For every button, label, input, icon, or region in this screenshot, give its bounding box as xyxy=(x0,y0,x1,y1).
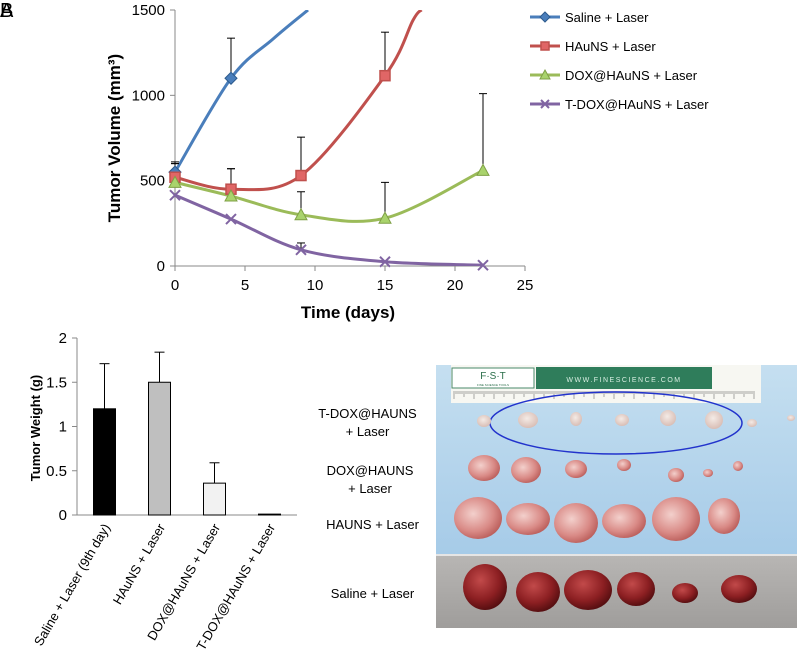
line-chart-axes xyxy=(174,10,525,267)
bar-1 xyxy=(93,408,116,516)
bar-y-tick-label: 2 xyxy=(59,330,67,347)
bar-category-label: Saline + Laser (9th day) xyxy=(31,521,113,648)
y-tick-label: 0 xyxy=(157,258,165,275)
legend-label: HAuNS + Laser xyxy=(565,39,656,54)
x-tick-label: 0 xyxy=(171,277,179,294)
panel-b-label: B xyxy=(0,0,14,22)
x-tick-label: 5 xyxy=(241,277,249,294)
legend-marker xyxy=(539,68,551,80)
legend-marker xyxy=(540,41,550,51)
tumor-weight-bar-chart: 0 0.5 1 1.5 2 Saline + Laser (9th day)HAuNS … xyxy=(28,330,297,650)
x-tick-label: 15 xyxy=(377,277,394,294)
bar-y-tick-label: 1.5 xyxy=(46,374,67,391)
svg-text:WWW.FINESCIENCE.COM: WWW.FINESCIENCE.COM xyxy=(566,377,681,384)
series-line-2 xyxy=(175,10,423,192)
photo-label-saline: Saline + Laser xyxy=(330,586,415,601)
ruler-graphic: F·S·T FINE SCIENCE TOOLS WWW.FINESCIENCE… xyxy=(451,365,761,403)
bar-2 xyxy=(148,381,171,516)
x-tick-label: 10 xyxy=(307,277,324,294)
bar-3 xyxy=(203,482,226,516)
series-point-4 xyxy=(169,189,181,201)
legend-label: DOX@HAuNS + Laser xyxy=(565,68,698,83)
panel-a-label: A xyxy=(0,0,14,22)
x-tick-label: 20 xyxy=(447,277,464,294)
series-point-3 xyxy=(224,188,238,202)
tumor-row-dox xyxy=(468,455,743,483)
y-tick-label: 1000 xyxy=(132,87,165,104)
x-tick-label: 25 xyxy=(517,277,534,294)
y-tick-label: 1500 xyxy=(132,2,165,19)
tumor-photo: F·S·T FINE SCIENCE TOOLS WWW.FINESCIENCE… xyxy=(436,365,797,628)
legend-marker xyxy=(540,99,550,109)
y-tick-label: 500 xyxy=(140,173,165,190)
series-line-3 xyxy=(175,169,484,223)
photo-label-dox: DOX@HAUNS + Laser xyxy=(326,463,414,496)
series-point-1 xyxy=(224,71,238,85)
photo-label-t-dox: T-DOX@HAUNS + Laser xyxy=(318,406,417,439)
series-point-3 xyxy=(294,207,308,221)
legend-label: T-DOX@HAuNS + Laser xyxy=(565,97,709,112)
bar-y-tick-label: 1 xyxy=(59,419,67,436)
svg-text:F·S·T: F·S·T xyxy=(480,371,506,382)
bar-y-tick-label: 0.5 xyxy=(46,463,67,480)
bar-4 xyxy=(258,513,281,516)
x-axis-title: Time (days) xyxy=(301,303,395,322)
series-point-2 xyxy=(379,69,391,82)
tumor-row-hauns xyxy=(454,497,740,543)
series-point-3 xyxy=(168,175,182,188)
series-point-4 xyxy=(477,259,489,271)
svg-text:FINE SCIENCE TOOLS: FINE SCIENCE TOOLS xyxy=(477,383,509,387)
series-point-4 xyxy=(225,213,237,225)
series-line-1 xyxy=(175,10,309,173)
series-point-2 xyxy=(295,169,307,182)
series-point-3 xyxy=(476,163,490,176)
series-point-4 xyxy=(295,244,307,256)
legend-label: Saline + Laser xyxy=(565,10,649,25)
series-point-4 xyxy=(379,256,391,268)
legend-marker xyxy=(539,11,551,23)
y-axis-title: Tumor Volume (mm³) xyxy=(105,54,124,222)
series-point-3 xyxy=(378,211,392,224)
tumor-row-t-dox xyxy=(477,410,795,429)
line-chart-legend: Saline + Laser HAuNS + Laser DOX@HAuNS + L… xyxy=(530,10,709,112)
series-line-4 xyxy=(175,193,484,266)
tumor-row-saline xyxy=(463,564,757,612)
bar-y-tick-label: 0 xyxy=(59,507,67,524)
bar-y-axis-title: Tumor Weight (g) xyxy=(28,375,43,481)
tumor-volume-line-chart: 0 5 10 15 20 25 0 500 1000 1500 Time (days) Tumor… xyxy=(105,2,709,322)
photo-label-hauns: HAUNS + Laser xyxy=(326,517,419,532)
bar-category-label: HAuNS + Laser xyxy=(110,520,169,607)
